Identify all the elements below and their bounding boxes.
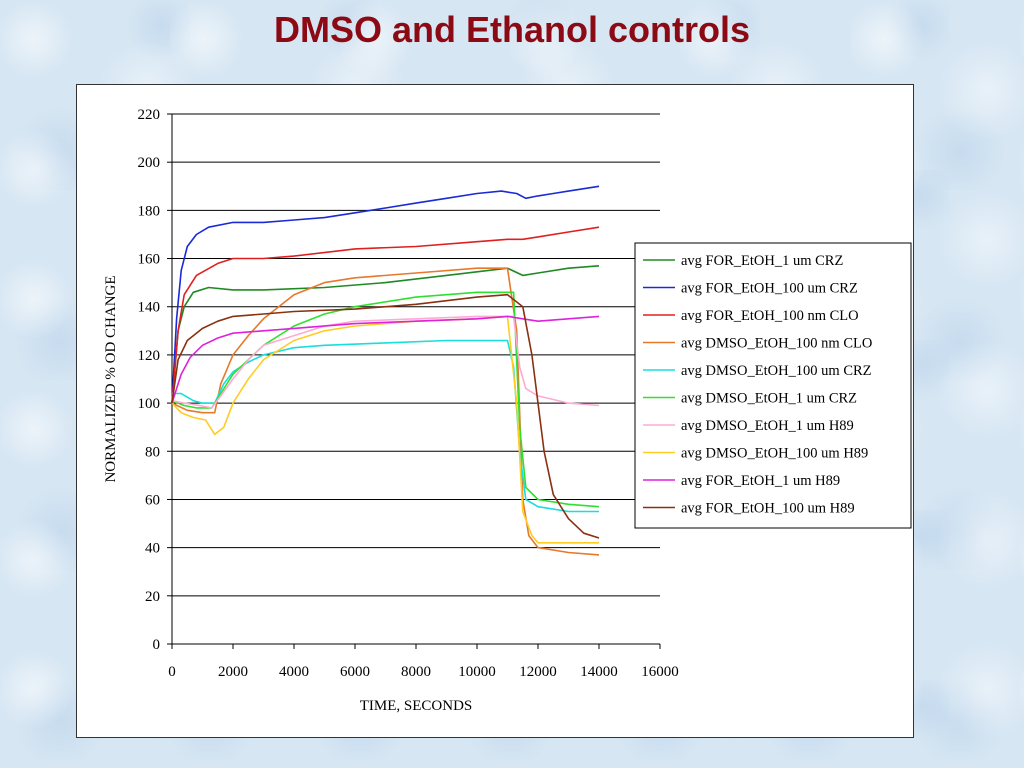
series-line — [171, 265, 600, 404]
y-axis-label: NORMALIZED % OD CHANGE — [103, 275, 119, 482]
y-tick-label: 40 — [145, 541, 160, 557]
x-tick-label: 4000 — [279, 664, 309, 680]
axes — [167, 113, 661, 649]
series-line — [171, 226, 600, 404]
y-tick-label: 140 — [138, 300, 161, 316]
legend-entry: avg DMSO_EtOH_100 um H89 — [681, 446, 868, 462]
legend: avg FOR_EtOH_1 um CRZ avg FOR_EtOH_100 um… — [634, 242, 912, 529]
tick-labels: 0 20 40 60 80 100 120 140 160 180 200 220 0 2000 4000 6… — [138, 107, 679, 680]
x-tick-label: 12000 — [519, 664, 557, 680]
legend-entry: avg FOR_EtOH_1 um CRZ — [681, 253, 843, 269]
series-line — [171, 293, 600, 539]
x-tick-label: 14000 — [580, 664, 618, 680]
series-line — [172, 339, 599, 513]
series-line — [171, 267, 600, 556]
y-tick-label: 120 — [138, 348, 161, 364]
y-tick-label: 180 — [138, 203, 161, 219]
series-lines — [171, 185, 600, 556]
legend-box — [634, 242, 912, 529]
x-tick-label: 2000 — [218, 664, 248, 680]
y-tick-label: 220 — [138, 107, 161, 123]
x-tick-label: 10000 — [458, 664, 496, 680]
x-tick-label: 16000 — [641, 664, 679, 680]
y-tick-label: 160 — [138, 252, 161, 268]
x-axis-label: TIME, SECONDS — [360, 698, 473, 714]
series-line — [171, 315, 600, 404]
x-tick-label: 0 — [168, 664, 176, 680]
y-tick-label: 0 — [153, 637, 161, 653]
legend-entry: avg FOR_EtOH_1 um H89 — [681, 473, 840, 489]
legend-entry: avg DMSO_EtOH_100 um CRZ — [681, 363, 872, 379]
grid-lines — [172, 113, 660, 597]
y-tick-label: 200 — [138, 155, 161, 171]
chart-panel: 0 20 40 60 80 100 120 140 160 180 200 220 0 2000 4000 6… — [76, 84, 914, 738]
series-line — [171, 315, 599, 544]
y-tick-label: 100 — [138, 396, 161, 412]
y-tick-label: 60 — [145, 492, 160, 508]
legend-entry: avg DMSO_EtOH_1 um H89 — [681, 418, 854, 434]
y-tick-label: 20 — [145, 589, 160, 605]
x-tick-label: 8000 — [401, 664, 431, 680]
x-tick-label: 6000 — [340, 664, 370, 680]
legend-entry: avg DMSO_EtOH_1 um CRZ — [681, 391, 857, 407]
line-chart: 0 20 40 60 80 100 120 140 160 180 200 220 0 2000 4000 6… — [103, 107, 912, 714]
series-line — [171, 185, 600, 404]
legend-entry: avg DMSO_EtOH_100 nm CLO — [681, 336, 872, 352]
page-title: DMSO and Ethanol controls — [273, 9, 750, 50]
legend-entry: avg FOR_EtOH_100 um H89 — [681, 501, 855, 517]
legend-entry: avg FOR_EtOH_100 nm CLO — [681, 308, 859, 324]
series-line — [171, 315, 600, 409]
legend-entry: avg FOR_EtOH_100 um CRZ — [681, 281, 858, 297]
y-tick-label: 80 — [145, 444, 160, 460]
